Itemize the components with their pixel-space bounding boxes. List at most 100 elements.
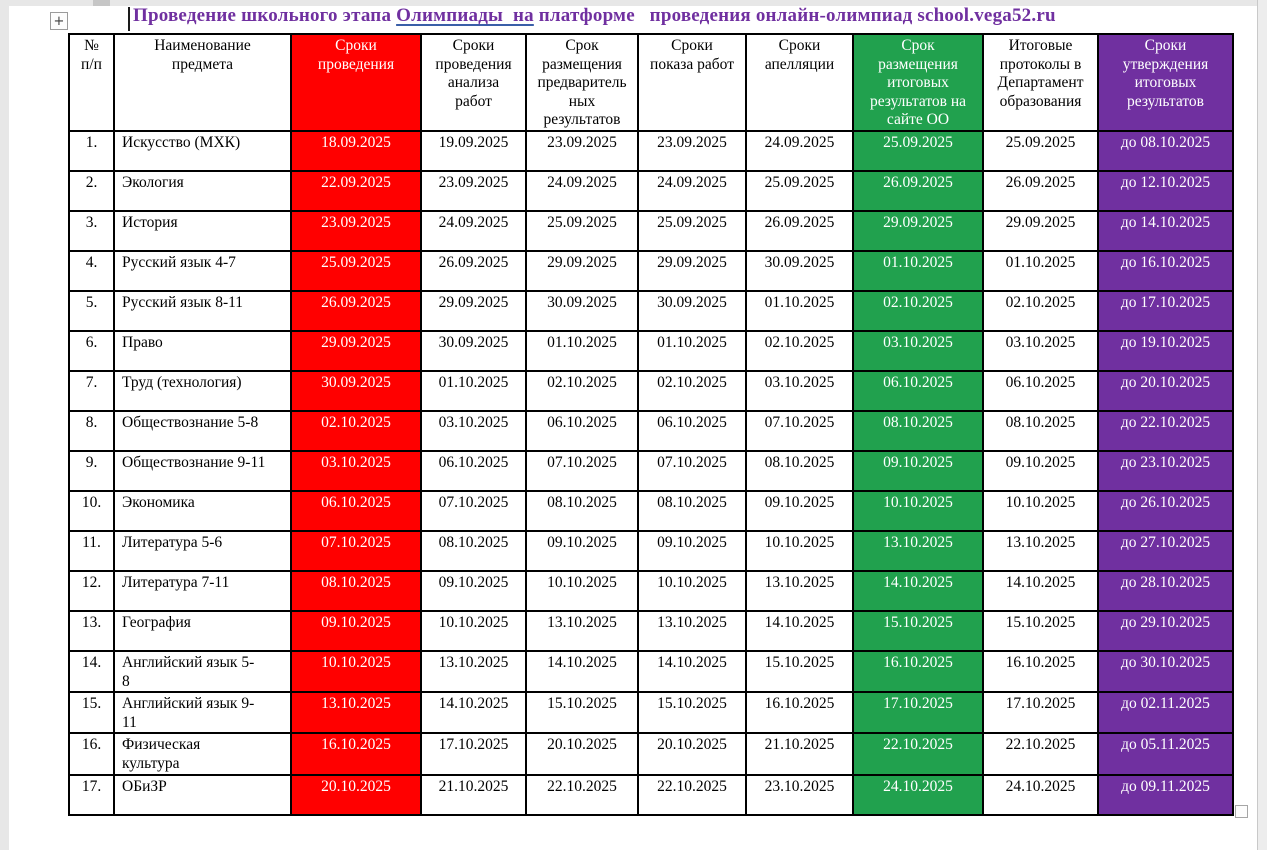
date-cell-protocols: 24.10.2025 xyxy=(982,773,1099,816)
date-cell-prelim: 29.09.2025 xyxy=(525,249,639,292)
date-cell-appeal: 10.10.2025 xyxy=(745,529,854,572)
date-cell-prelim: 13.10.2025 xyxy=(525,609,639,652)
date-cell-prelim: 14.10.2025 xyxy=(525,649,639,694)
date-cell-final: 22.10.2025 xyxy=(852,732,984,776)
date-cell-approval: до 12.10.2025 xyxy=(1097,169,1234,212)
table-row: 7. Труд (технология) 30.09.2025 01.10.2025 0… xyxy=(68,369,1234,412)
date-cell-final: 01.10.2025 xyxy=(852,249,984,292)
date-cell-show: 06.10.2025 xyxy=(637,409,747,452)
date-cell-protocols: 03.10.2025 xyxy=(982,329,1099,372)
date-cell-protocols: 25.09.2025 xyxy=(982,129,1099,172)
date-cell-final: 13.10.2025 xyxy=(852,529,984,572)
subject-cell: Английский язык 9- 11 xyxy=(113,691,292,735)
table-resize-handle[interactable] xyxy=(1235,805,1248,818)
date-cell-analysis: 24.09.2025 xyxy=(420,209,527,252)
date-cell-conduct: 25.09.2025 xyxy=(290,249,422,292)
row-number-cell: 3. xyxy=(68,209,115,252)
table-row: 2. Экология 22.09.2025 23.09.2025 24.09.2025… xyxy=(68,169,1234,212)
date-cell-analysis: 09.10.2025 xyxy=(420,569,527,612)
table-row: 17. ОБиЗР 20.10.2025 21.10.2025 22.10.2025 22… xyxy=(68,773,1234,816)
table-row: 6. Право 29.09.2025 30.09.2025 01.10.2025 01.… xyxy=(68,329,1234,372)
canvas-left-edge xyxy=(0,0,9,850)
date-cell-approval: до 02.11.2025 xyxy=(1097,691,1234,735)
date-cell-prelim: 01.10.2025 xyxy=(525,329,639,372)
date-cell-analysis: 01.10.2025 xyxy=(420,369,527,412)
table-row: 13. География 09.10.2025 10.10.2025 13.10.20… xyxy=(68,609,1234,652)
row-number-cell: 6. xyxy=(68,329,115,372)
date-cell-approval: до 17.10.2025 xyxy=(1097,289,1234,332)
title-segment: платформе проведения онлайн-олимпиад sch… xyxy=(533,5,1056,26)
page-title: Проведение школьного этапа Олимпиады на … xyxy=(133,5,1056,31)
column-header-conduct: Сроки проведения xyxy=(290,33,422,132)
date-cell-appeal: 01.10.2025 xyxy=(745,289,854,332)
date-cell-conduct: 02.10.2025 xyxy=(290,409,422,452)
date-cell-final: 15.10.2025 xyxy=(852,609,984,652)
date-cell-approval: до 14.10.2025 xyxy=(1097,209,1234,252)
date-cell-appeal: 14.10.2025 xyxy=(745,609,854,652)
row-number-cell: 10. xyxy=(68,489,115,532)
row-number-cell: 4. xyxy=(68,249,115,292)
date-cell-approval: до 19.10.2025 xyxy=(1097,329,1234,372)
date-cell-approval: до 09.11.2025 xyxy=(1097,773,1234,816)
date-cell-show: 07.10.2025 xyxy=(637,449,747,492)
date-cell-prelim: 25.09.2025 xyxy=(525,209,639,252)
subject-cell: ОБиЗР xyxy=(113,773,292,816)
table-row: 11. Литература 5-6 07.10.2025 08.10.2025 09.… xyxy=(68,529,1234,572)
table-row: 16. Физическая культура 16.10.2025 17.10.20… xyxy=(68,732,1234,776)
row-number-cell: 2. xyxy=(68,169,115,212)
date-cell-approval: до 23.10.2025 xyxy=(1097,449,1234,492)
date-cell-prelim: 02.10.2025 xyxy=(525,369,639,412)
date-cell-final: 29.09.2025 xyxy=(852,209,984,252)
date-cell-appeal: 02.10.2025 xyxy=(745,329,854,372)
date-cell-show: 15.10.2025 xyxy=(637,691,747,735)
date-cell-analysis: 30.09.2025 xyxy=(420,329,527,372)
date-cell-analysis: 06.10.2025 xyxy=(420,449,527,492)
table-row: 10. Экономика 06.10.2025 07.10.2025 08.10.20… xyxy=(68,489,1234,532)
date-cell-protocols: 02.10.2025 xyxy=(982,289,1099,332)
date-cell-conduct: 07.10.2025 xyxy=(290,529,422,572)
subject-cell: Английский язык 5- 8 xyxy=(113,649,292,694)
date-cell-appeal: 09.10.2025 xyxy=(745,489,854,532)
date-cell-appeal: 26.09.2025 xyxy=(745,209,854,252)
table-move-handle[interactable]: + xyxy=(50,12,68,30)
date-cell-appeal: 03.10.2025 xyxy=(745,369,854,412)
date-cell-show: 08.10.2025 xyxy=(637,489,747,532)
date-cell-protocols: 14.10.2025 xyxy=(982,569,1099,612)
table-row: 5. Русский язык 8-11 26.09.2025 29.09.2025 3… xyxy=(68,289,1234,332)
date-cell-conduct: 10.10.2025 xyxy=(290,649,422,694)
date-cell-show: 22.10.2025 xyxy=(637,773,747,816)
date-cell-prelim: 08.10.2025 xyxy=(525,489,639,532)
date-cell-conduct: 22.09.2025 xyxy=(290,169,422,212)
subject-cell: Литература 5-6 xyxy=(113,529,292,572)
date-cell-show: 23.09.2025 xyxy=(637,129,747,172)
date-cell-analysis: 08.10.2025 xyxy=(420,529,527,572)
subject-cell: Право xyxy=(113,329,292,372)
row-number-cell: 8. xyxy=(68,409,115,452)
date-cell-approval: до 16.10.2025 xyxy=(1097,249,1234,292)
title-segment: Проведение школьного этапа xyxy=(133,5,397,26)
column-header-subject: Наименование предмета xyxy=(113,33,292,132)
row-number-cell: 14. xyxy=(68,649,115,694)
row-number-cell: 9. xyxy=(68,449,115,492)
date-cell-conduct: 16.10.2025 xyxy=(290,732,422,776)
date-cell-appeal: 13.10.2025 xyxy=(745,569,854,612)
date-cell-appeal: 21.10.2025 xyxy=(745,732,854,776)
date-cell-protocols: 16.10.2025 xyxy=(982,649,1099,694)
subject-cell: Экономика xyxy=(113,489,292,532)
table-row: 15. Английский язык 9- 11 13.10.2025 14.10.… xyxy=(68,691,1234,735)
subject-cell: География xyxy=(113,609,292,652)
date-cell-prelim: 22.10.2025 xyxy=(525,773,639,816)
subject-cell: Труд (технология) xyxy=(113,369,292,412)
date-cell-analysis: 19.09.2025 xyxy=(420,129,527,172)
table-header: № п/п Наименование предмета Сроки проведен… xyxy=(68,33,1234,132)
subject-cell: Обществознание 5-8 xyxy=(113,409,292,452)
date-cell-protocols: 26.09.2025 xyxy=(982,169,1099,212)
row-number-cell: 13. xyxy=(68,609,115,652)
date-cell-analysis: 21.10.2025 xyxy=(420,773,527,816)
date-cell-protocols: 13.10.2025 xyxy=(982,529,1099,572)
date-cell-prelim: 10.10.2025 xyxy=(525,569,639,612)
subject-cell: Русский язык 8-11 xyxy=(113,289,292,332)
column-header-num: № п/п xyxy=(68,33,115,132)
date-cell-analysis: 23.09.2025 xyxy=(420,169,527,212)
date-cell-analysis: 17.10.2025 xyxy=(420,732,527,776)
